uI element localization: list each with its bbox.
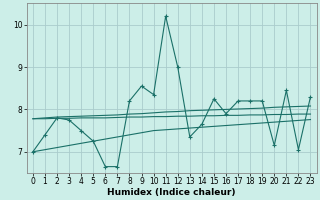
X-axis label: Humidex (Indice chaleur): Humidex (Indice chaleur)	[108, 188, 236, 197]
